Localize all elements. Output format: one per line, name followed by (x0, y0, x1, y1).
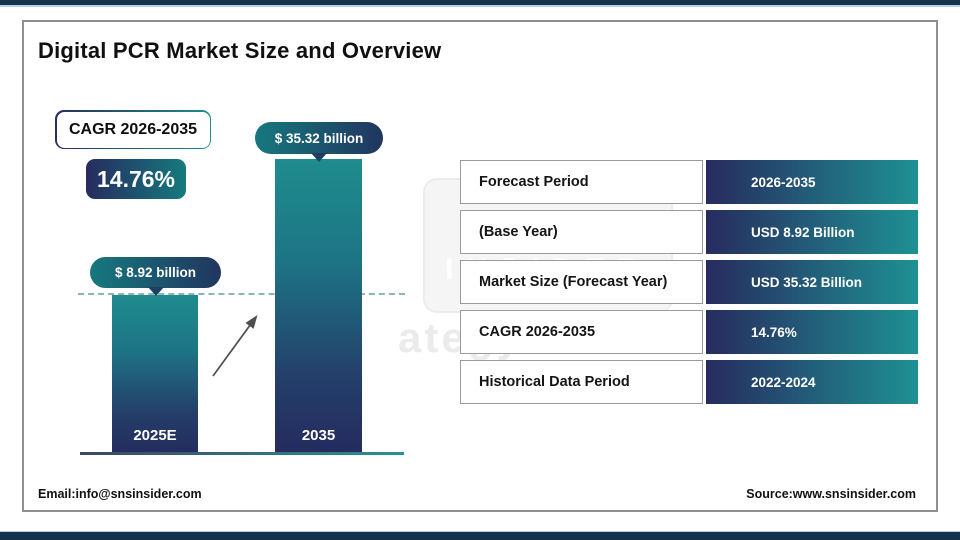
footer-email: Email:info@snsinsider.com (38, 487, 202, 501)
bottom-accent-bar (0, 531, 960, 540)
row-value-cell: 14.76% (706, 310, 918, 354)
bar-2025: 2025E (112, 295, 198, 453)
page-title: Digital PCR Market Size and Overview (38, 38, 442, 63)
top-accent-bar (0, 0, 960, 7)
row-value-cell: 2022-2024 (706, 360, 918, 404)
cagr-value-badge: 14.76% (86, 159, 186, 199)
table-row: Market Size (Forecast Year) USD 35.32 Bi… (460, 260, 918, 304)
row-label-cell: Historical Data Period (460, 360, 703, 404)
row-label-cell: CAGR 2026-2035 (460, 310, 703, 354)
dashed-reference-line (78, 293, 405, 295)
row-label-cell: Market Size (Forecast Year) (460, 260, 703, 304)
value-bubble-2035: $ 35.32 billion (255, 122, 383, 154)
spec-table: Forecast Period 2026-2035 (Base Year) US… (460, 160, 918, 410)
content-frame (22, 20, 938, 512)
row-label-cell: (Base Year) (460, 210, 703, 254)
table-row: Historical Data Period 2022-2024 (460, 360, 918, 404)
footer-source: Source:www.snsinsider.com (746, 487, 916, 501)
value-bubble-2025: $ 8.92 billion (90, 257, 221, 288)
row-label-cell: Forecast Period (460, 160, 703, 204)
chart-baseline (80, 452, 404, 455)
row-value-cell: USD 35.32 Billion (706, 260, 918, 304)
table-row: Forecast Period 2026-2035 (460, 160, 918, 204)
cagr-label-box: CAGR 2026-2035 (55, 110, 211, 149)
cagr-label: CAGR 2026-2035 (56, 111, 210, 148)
row-value-cell: 2026-2035 (706, 160, 918, 204)
table-row: (Base Year) USD 8.92 Billion (460, 210, 918, 254)
bar-label-2035: 2035 (301, 427, 336, 444)
table-row: CAGR 2026-2035 14.76% (460, 310, 918, 354)
growth-arrow-icon (212, 314, 258, 377)
bar-2035: 2035 (275, 159, 362, 453)
bar-label-2025: 2025E (133, 427, 177, 444)
row-value-cell: USD 8.92 Billion (706, 210, 918, 254)
